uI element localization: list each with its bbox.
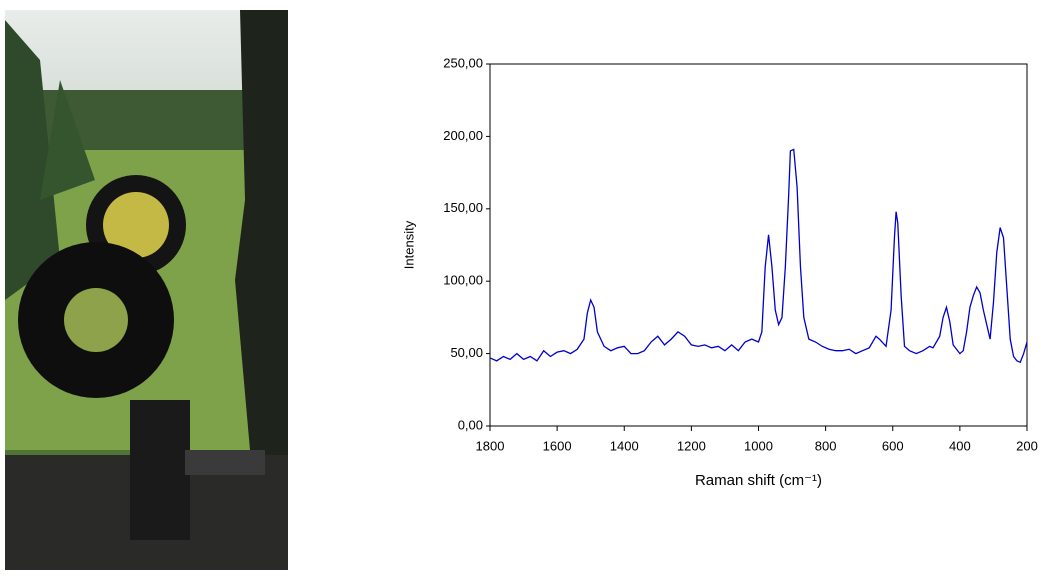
y-tick-label: 250,00 <box>443 55 483 70</box>
y-tick-label: 50,00 <box>450 345 483 360</box>
x-tick-label: 800 <box>815 438 837 453</box>
spectrum-line <box>489 148 1028 364</box>
y-tick-label: 150,00 <box>443 200 483 215</box>
x-tick-label: 1400 <box>610 438 639 453</box>
x-tick-label: 200 <box>1016 438 1038 453</box>
y-axis-label: Intensity <box>401 220 416 269</box>
x-tick-label: 600 <box>882 438 904 453</box>
x-tick-label: 1800 <box>476 438 505 453</box>
y-tick-label: 100,00 <box>443 273 483 288</box>
x-tick-label: 1600 <box>543 438 572 453</box>
x-tick-label: 400 <box>949 438 971 453</box>
y-tick-label: 0,00 <box>458 417 483 432</box>
x-tick-label: 1200 <box>677 438 706 453</box>
plot-frame <box>489 63 1028 427</box>
x-axis-label: Raman shift (cm⁻¹) <box>695 472 822 489</box>
photo <box>5 10 288 570</box>
y-tick-label: 200,00 <box>443 128 483 143</box>
x-tick-label: 1000 <box>744 438 773 453</box>
